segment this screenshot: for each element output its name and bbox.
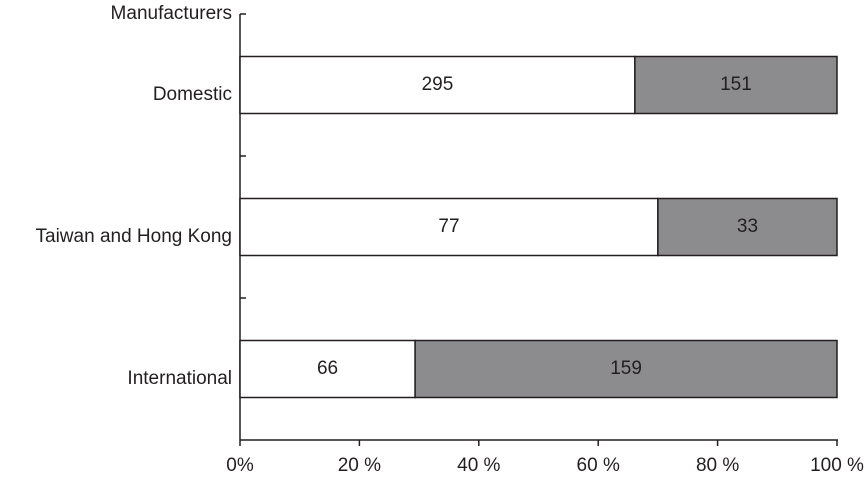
value-label: 295	[422, 74, 454, 95]
bar-segment	[414, 339, 838, 399]
y-axis-title: Manufacturers	[111, 3, 232, 24]
x-tick-label: 60 %	[577, 455, 620, 476]
x-tick-label: 80 %	[696, 455, 739, 476]
bar-segment	[657, 197, 838, 257]
x-tick-label: 0%	[226, 455, 254, 476]
bar-segment	[239, 339, 416, 399]
x-tick-label: 100 %	[810, 455, 864, 476]
value-label: 151	[720, 74, 752, 95]
y-tick-label: International	[127, 368, 232, 389]
value-label: 77	[438, 216, 459, 237]
value-label: 33	[737, 216, 758, 237]
x-tick-label: 20 %	[338, 455, 381, 476]
value-label: 66	[317, 358, 338, 379]
y-tick-label: Taiwan and Hong Kong	[36, 226, 232, 247]
bar-segment	[634, 55, 838, 115]
value-label: 159	[610, 358, 642, 379]
bar-segment	[239, 55, 636, 115]
y-tick-label: Domestic	[153, 84, 232, 105]
x-tick-label: 40 %	[457, 455, 500, 476]
